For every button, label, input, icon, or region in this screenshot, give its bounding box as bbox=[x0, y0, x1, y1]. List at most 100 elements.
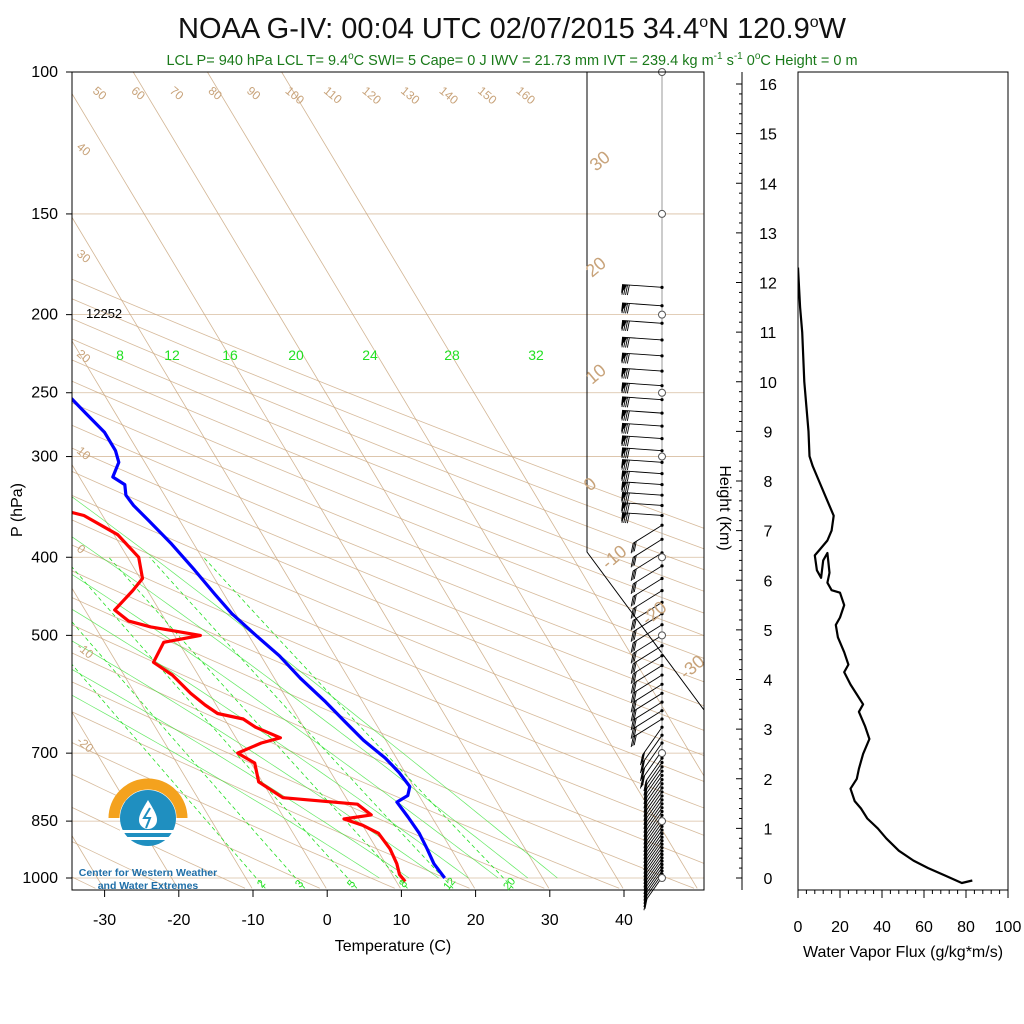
wind-barb-staff bbox=[645, 795, 663, 820]
wind-barb-flag bbox=[632, 672, 636, 683]
wind-barb-flag bbox=[630, 557, 634, 568]
wind-barb-flag bbox=[643, 893, 647, 904]
moist-adiabat-line bbox=[72, 608, 469, 879]
wind-barb-flag bbox=[642, 759, 646, 771]
cw3e-logo: Center for Western Weather and Water Ext… bbox=[79, 778, 217, 892]
dry-adiabat-label: 110 bbox=[321, 84, 345, 107]
wind-barb-flag bbox=[643, 822, 647, 833]
wind-barb-flag bbox=[632, 556, 636, 567]
wind-barb-flag bbox=[643, 900, 647, 911]
wind-barb-flag bbox=[623, 410, 627, 421]
dry-adiabat-label: 160 bbox=[514, 84, 539, 108]
height-tick-label: 1 bbox=[764, 821, 773, 838]
height-tick-label: 11 bbox=[760, 325, 777, 342]
wind-barb-flag bbox=[643, 849, 647, 860]
wind-barb-flag bbox=[623, 512, 627, 524]
wind-barb-dot bbox=[660, 576, 664, 581]
isotherm-label-left: 30 bbox=[74, 247, 93, 267]
y-tick-label: 100 bbox=[31, 64, 58, 81]
wind-barb-staff bbox=[632, 710, 663, 730]
wind-barb-dot bbox=[660, 813, 664, 817]
wind-barb-dot bbox=[660, 806, 664, 810]
wind-barb-flag bbox=[633, 735, 637, 746]
wind-barb-flag bbox=[633, 629, 637, 640]
wind-barb-flag bbox=[621, 447, 625, 459]
lightning-icon bbox=[142, 807, 152, 829]
wind-barb-flag bbox=[621, 320, 625, 331]
dry-adiabat-line bbox=[72, 424, 704, 683]
logo-text-line1: Center for Western Weather bbox=[79, 867, 217, 879]
wind-barb-flag bbox=[643, 802, 647, 813]
dry-adiabat-label: 60 bbox=[129, 84, 148, 104]
dry-adiabat-label: 70 bbox=[167, 84, 186, 104]
wind-barb-flag bbox=[632, 582, 636, 594]
wind-barb-flag bbox=[643, 826, 647, 837]
wind-barb-staff bbox=[645, 860, 663, 885]
wind-barb-staff bbox=[645, 807, 663, 831]
isotherm-line bbox=[72, 340, 401, 889]
wind-barb-dot bbox=[660, 852, 664, 857]
x-tick-label: 10 bbox=[393, 912, 411, 929]
wind-barb-dot bbox=[660, 741, 664, 745]
wind-barb-staff bbox=[622, 396, 663, 401]
wind-barb-flag bbox=[623, 337, 627, 348]
wind-barb-staff bbox=[645, 783, 663, 807]
moist-adiabat-label: 28 bbox=[444, 347, 460, 363]
wind-barb-flag bbox=[625, 368, 628, 379]
wind-barb-flag bbox=[633, 618, 637, 629]
wind-barb-flag bbox=[632, 619, 636, 630]
wind-barb-staff bbox=[632, 578, 663, 597]
wind-barb-flag bbox=[626, 492, 630, 503]
wind-barb-flag bbox=[644, 898, 648, 909]
dry-adiabat-label: 150 bbox=[475, 84, 500, 108]
wind-barb-flag bbox=[632, 542, 636, 553]
wind-barb-flag bbox=[621, 284, 625, 295]
wind-barb-staff bbox=[632, 701, 663, 721]
wind-barb-flag bbox=[625, 303, 628, 314]
isotherm-line bbox=[72, 711, 179, 889]
wind-barb-flag bbox=[626, 423, 630, 434]
flux-x-axis-label: Water Vapor Flux (g/kg*m/s) bbox=[803, 944, 1003, 961]
wind-barb-flag bbox=[623, 368, 627, 379]
wind-barb-flag bbox=[625, 353, 628, 364]
wind-barb-staff bbox=[632, 590, 663, 610]
wind-barb-dot bbox=[660, 513, 664, 518]
wind-barb-flag bbox=[640, 762, 643, 774]
wind-barb-flag bbox=[642, 775, 646, 786]
wind-barb-flag bbox=[632, 595, 636, 606]
wind-barb-flag bbox=[643, 890, 647, 901]
wind-barb-staff bbox=[632, 613, 663, 633]
wind-barb-flag bbox=[625, 337, 628, 348]
wind-barb-dot bbox=[660, 369, 664, 373]
height-axis-label: Height (Km) bbox=[716, 465, 733, 550]
wind-barb-dot bbox=[660, 384, 664, 388]
wind-barb-flag bbox=[643, 838, 647, 849]
wind-barb-flag bbox=[621, 459, 625, 470]
wind-barb-flag bbox=[626, 436, 630, 447]
wind-barb-flag bbox=[621, 502, 625, 513]
moist-adiabat-line bbox=[72, 536, 529, 879]
wind-barb-flag bbox=[621, 337, 625, 348]
y-tick-label: 300 bbox=[31, 449, 58, 466]
sounding-lines bbox=[72, 396, 446, 883]
wind-barb-flag bbox=[642, 751, 646, 763]
wind-barb-flag bbox=[623, 471, 627, 482]
wind-barb-dot bbox=[660, 769, 664, 773]
height-tick-label: 0 bbox=[764, 871, 773, 888]
wind-barb-flag bbox=[632, 710, 636, 721]
isotherm-label-left: 0 bbox=[74, 542, 88, 557]
y-tick-label: 150 bbox=[31, 206, 58, 223]
wind-barb-flag bbox=[623, 303, 627, 314]
dry-adiabat-line bbox=[72, 624, 695, 889]
wind-barb-dot bbox=[660, 786, 664, 790]
wind-barb-staff bbox=[645, 836, 663, 861]
wind-barb-flag bbox=[623, 423, 627, 434]
wind-barb-flag bbox=[621, 435, 625, 447]
wind-barb-flag bbox=[625, 492, 628, 503]
flux-x-tick-label: 80 bbox=[957, 919, 975, 936]
wind-barb-flag bbox=[640, 754, 643, 766]
wind-barb-flag bbox=[623, 284, 627, 295]
wind-barb-flag bbox=[623, 353, 627, 364]
wind-barb-dot bbox=[660, 856, 664, 860]
